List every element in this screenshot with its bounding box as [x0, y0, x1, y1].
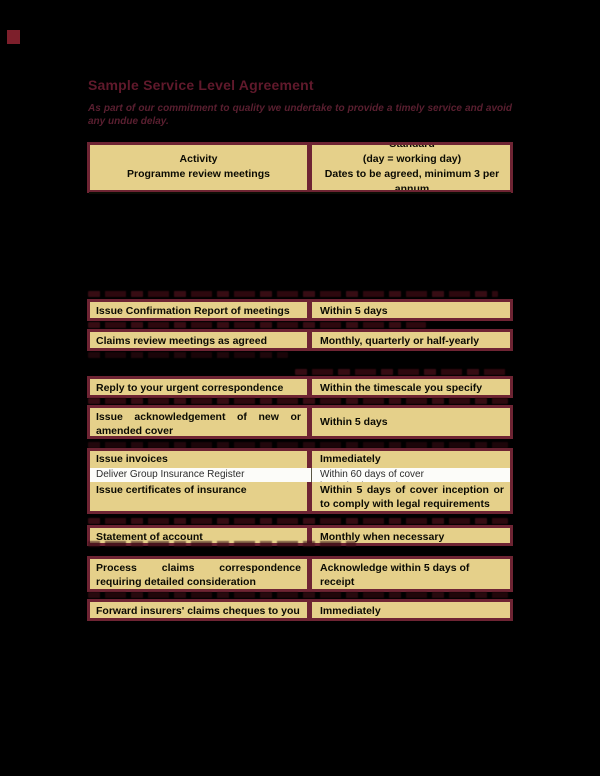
hidden-row-artifact	[88, 592, 508, 598]
hidden-row-artifact	[88, 398, 508, 404]
standard-cell: Immediately	[320, 605, 381, 617]
header-standard-subtext: Dates to be agreed, minimum 3 per annum	[324, 168, 500, 190]
table-row-white: Deliver Group Insurance Register Within …	[90, 468, 510, 482]
activity-cell: Reply to your urgent correspondence	[90, 379, 312, 395]
table-row: Statement of account Monthly when necess…	[87, 525, 513, 546]
table-row: Claims review meetings as agreed Monthly…	[87, 329, 513, 351]
table-row-group: Issue invoices Immediately Deliver Group…	[87, 448, 513, 514]
table-row: Process claims correspondence requiring …	[87, 556, 513, 592]
table-row: Forward insurers' claims cheques to you …	[87, 599, 513, 621]
table-header-row: Activity Programme review meetings Stand…	[87, 142, 513, 193]
standard-cell: Within 5 days	[320, 305, 388, 317]
activity-cell: Issue acknowledgement of new or amended …	[90, 408, 312, 436]
hidden-row-artifact	[88, 518, 508, 524]
hidden-row-artifact	[88, 322, 426, 328]
table-row: Reply to your urgent correspondence With…	[87, 376, 513, 398]
activity-cell: Issue Confirmation Report of meetings	[90, 302, 312, 318]
column-header-activity: Activity	[179, 153, 218, 165]
hidden-row-artifact	[88, 442, 508, 448]
column-header-standard: Standard	[320, 145, 504, 152]
page-title: Sample Service Level Agreement	[88, 77, 314, 93]
header-activity-subtext: Programme review meetings	[127, 168, 270, 180]
standard-cell: Within 60 days of cover inception/renewa…	[320, 469, 424, 482]
table-row: Issue acknowledgement of new or amended …	[87, 405, 513, 439]
hidden-row-artifact	[88, 541, 356, 547]
table-row: Issue Confirmation Report of meetings Wi…	[87, 299, 513, 321]
hidden-row-artifact	[88, 291, 498, 297]
table-row: Issue certificates of insurance Within 5…	[90, 482, 510, 513]
hidden-row-artifact	[88, 352, 288, 358]
standard-cell: Immediately	[320, 453, 381, 465]
standard-cell: Within 5 days	[320, 415, 388, 428]
activity-cell: Issue certificates of insurance	[90, 482, 312, 513]
corner-logo-mark	[7, 30, 20, 44]
standard-cell: Monthly when necessary	[320, 531, 445, 543]
activity-cell: Claims review meetings as agreed	[90, 332, 312, 348]
standard-cell: Monthly, quarterly or half-yearly	[320, 335, 480, 347]
hidden-row-artifact	[295, 369, 510, 375]
activity-cell: Deliver Group Insurance Register	[90, 468, 312, 482]
activity-cell: Process claims correspondence requiring …	[90, 559, 312, 589]
table-row: Issue invoices Immediately	[90, 451, 510, 468]
page-subtitle: As part of our commitment to quality we …	[88, 103, 512, 127]
standard-cell: Within 5 days of cover inception or to c…	[320, 484, 504, 510]
standard-cell: Acknowledge within 5 days of receipt	[320, 562, 470, 588]
standard-cell: Within the timescale you specify	[320, 382, 483, 394]
activity-cell: Forward insurers' claims cheques to you	[90, 602, 312, 618]
activity-cell: Statement of account	[90, 528, 312, 543]
header-activity-cell: Activity Programme review meetings	[90, 145, 312, 190]
header-standard-cell: Standard (day = working day) Dates to be…	[312, 145, 510, 190]
header-bottom-hairline	[89, 192, 511, 194]
activity-cell: Issue invoices	[90, 451, 312, 468]
header-standard-note: (day = working day)	[362, 153, 462, 165]
